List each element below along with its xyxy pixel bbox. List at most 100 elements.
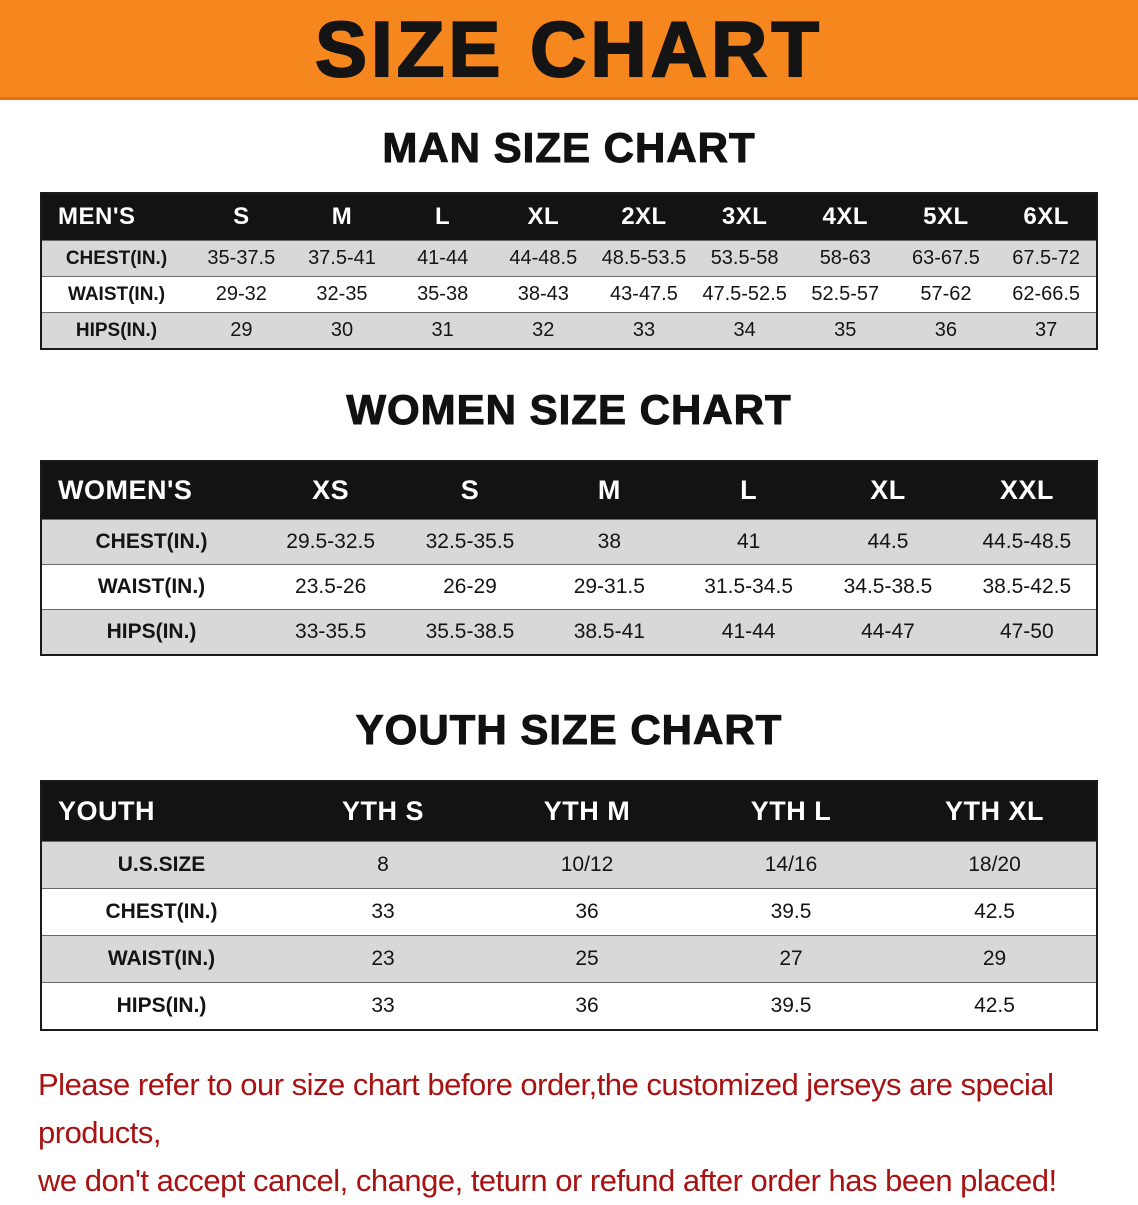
- size-value-cell: 33: [593, 312, 695, 349]
- size-value-cell: 39.5: [689, 888, 893, 936]
- size-value-cell: 38-43: [492, 276, 594, 313]
- size-value-cell: 42.5: [893, 982, 1097, 1030]
- size-value-cell: 44.5: [818, 519, 958, 565]
- table-row: WAIST(IN.) 29-32 32-35 35-38 38-43 43-47.5 47.…: [41, 276, 1097, 313]
- table-row: WAIST(IN.) 23 25 27 29: [41, 935, 1097, 983]
- man-section-heading: MAN SIZE CHART: [382, 124, 756, 172]
- size-value-cell: 23: [281, 935, 485, 983]
- youth-section-heading: YOUTH SIZE CHART: [355, 706, 783, 754]
- size-value-cell: 35-38: [392, 276, 493, 313]
- women-size-table: WOMEN'S XS S M L XL XXL CHEST(IN.) 29.5-32.5 32.5…: [40, 460, 1098, 656]
- disclaimer-line-2: we don't accept cancel, change, teturn o…: [38, 1163, 1057, 1199]
- size-value-cell: 26-29: [400, 564, 540, 610]
- size-value-cell: 36: [895, 312, 997, 349]
- banner-title: SIZE CHART: [314, 4, 823, 93]
- size-value-cell: 47-50: [957, 609, 1097, 655]
- size-value-cell: 35.5-38.5: [400, 609, 540, 655]
- size-column-header: S: [400, 461, 540, 520]
- size-value-cell: 36: [485, 888, 689, 936]
- table-header-row: YOUTH YTH S YTH M YTH L YTH XL: [41, 781, 1097, 842]
- size-value-cell: 10/12: [485, 841, 689, 889]
- table-row: CHEST(IN.) 35-37.5 37.5-41 41-44 44-48.5 48.5…: [41, 240, 1097, 277]
- size-value-cell: 33: [281, 888, 485, 936]
- disclaimer-line-1: Please refer to our size chart before or…: [38, 1067, 1054, 1151]
- size-value-cell: 33-35.5: [261, 609, 401, 655]
- size-value-cell: 41-44: [392, 240, 493, 277]
- size-value-cell: 41-44: [678, 609, 819, 655]
- size-column-header: L: [392, 193, 493, 241]
- size-value-cell: 48.5-53.5: [593, 240, 695, 277]
- size-column-header: S: [191, 193, 292, 241]
- size-column-header: M: [291, 193, 393, 241]
- table-row: CHEST(IN.) 33 36 39.5 42.5: [41, 888, 1097, 936]
- banner: SIZE CHART: [0, 0, 1138, 100]
- size-value-cell: 41: [678, 519, 819, 565]
- table-corner-label: MEN'S: [41, 193, 191, 241]
- size-column-header: L: [678, 461, 819, 520]
- size-value-cell: 63-67.5: [895, 240, 997, 277]
- size-value-cell: 31: [392, 312, 493, 349]
- size-value-cell: 58-63: [794, 240, 896, 277]
- size-value-cell: 29-31.5: [539, 564, 679, 610]
- table-row: HIPS(IN.) 33 36 39.5 42.5: [41, 982, 1097, 1030]
- row-label: CHEST(IN.): [41, 519, 261, 565]
- row-label: HIPS(IN.): [41, 982, 281, 1030]
- size-value-cell: 47.5-52.5: [694, 276, 795, 313]
- size-value-cell: 34: [694, 312, 795, 349]
- size-value-cell: 38.5-41: [539, 609, 679, 655]
- size-column-header: XXL: [957, 461, 1097, 520]
- size-value-cell: 23.5-26: [261, 564, 401, 610]
- size-value-cell: 36: [485, 982, 689, 1030]
- size-value-cell: 38: [539, 519, 679, 565]
- size-column-header: YTH M: [485, 781, 689, 842]
- size-value-cell: 37: [996, 312, 1097, 349]
- size-value-cell: 8: [281, 841, 485, 889]
- row-label: HIPS(IN.): [41, 609, 261, 655]
- size-column-header: 6XL: [996, 193, 1097, 241]
- size-value-cell: 32-35: [291, 276, 393, 313]
- men-size-table: MEN'S S M L XL 2XL 3XL 4XL 5XL 6XL CHEST(IN.) 35-37…: [40, 192, 1098, 350]
- table-row: CHEST(IN.) 29.5-32.5 32.5-35.5 38 41 44.5 44.5…: [41, 519, 1097, 565]
- size-value-cell: 34.5-38.5: [818, 564, 958, 610]
- size-value-cell: 30: [291, 312, 393, 349]
- women-section-heading: WOMEN SIZE CHART: [346, 386, 792, 434]
- size-value-cell: 29: [191, 312, 292, 349]
- row-label: HIPS(IN.): [41, 312, 191, 349]
- size-value-cell: 62-66.5: [996, 276, 1097, 313]
- size-value-cell: 29.5-32.5: [261, 519, 401, 565]
- size-column-header: 5XL: [895, 193, 997, 241]
- size-value-cell: 42.5: [893, 888, 1097, 936]
- size-column-header: 4XL: [794, 193, 896, 241]
- size-value-cell: 32: [492, 312, 594, 349]
- table-row: WAIST(IN.) 23.5-26 26-29 29-31.5 31.5-34.5 34…: [41, 564, 1097, 610]
- table-row: U.S.SIZE 8 10/12 14/16 18/20: [41, 841, 1097, 889]
- size-value-cell: 39.5: [689, 982, 893, 1030]
- size-value-cell: 32.5-35.5: [400, 519, 540, 565]
- size-value-cell: 31.5-34.5: [678, 564, 819, 610]
- size-column-header: XL: [492, 193, 594, 241]
- size-value-cell: 57-62: [895, 276, 997, 313]
- table-header-row: WOMEN'S XS S M L XL XXL: [41, 461, 1097, 520]
- size-value-cell: 37.5-41: [291, 240, 393, 277]
- size-value-cell: 29: [893, 935, 1097, 983]
- size-column-header: YTH S: [281, 781, 485, 842]
- row-label: WAIST(IN.): [41, 276, 191, 313]
- size-value-cell: 35: [794, 312, 896, 349]
- size-value-cell: 35-37.5: [191, 240, 292, 277]
- row-label: CHEST(IN.): [41, 888, 281, 936]
- youth-size-table: YOUTH YTH S YTH M YTH L YTH XL U.S.SIZE 8 10/12…: [40, 780, 1098, 1031]
- size-value-cell: 29-32: [191, 276, 292, 313]
- size-column-header: YTH XL: [893, 781, 1097, 842]
- table-row: HIPS(IN.) 33-35.5 35.5-38.5 38.5-41 41-44 44-…: [41, 609, 1097, 655]
- size-value-cell: 43-47.5: [593, 276, 695, 313]
- size-column-header: M: [539, 461, 679, 520]
- size-value-cell: 18/20: [893, 841, 1097, 889]
- size-value-cell: 44-47: [818, 609, 958, 655]
- size-column-header: 3XL: [694, 193, 795, 241]
- size-value-cell: 38.5-42.5: [957, 564, 1097, 610]
- row-label: U.S.SIZE: [41, 841, 281, 889]
- size-value-cell: 52.5-57: [794, 276, 896, 313]
- size-value-cell: 44.5-48.5: [957, 519, 1097, 565]
- disclaimer-text: Please refer to our size chart before or…: [38, 1061, 1114, 1205]
